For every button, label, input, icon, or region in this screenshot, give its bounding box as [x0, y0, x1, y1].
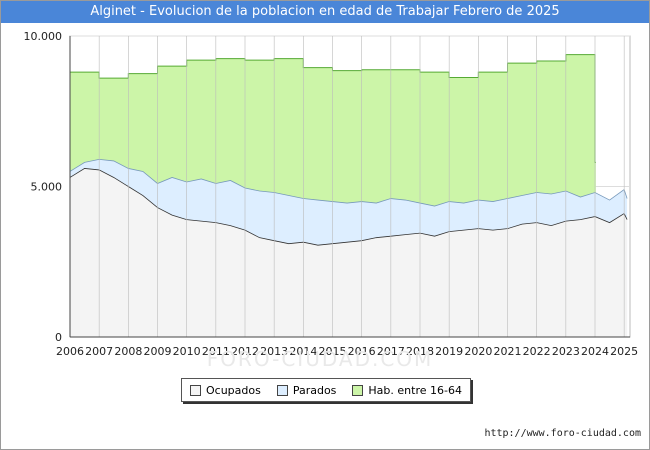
legend-swatch-ocupados	[189, 384, 201, 396]
x-tick-label: 2021	[494, 345, 522, 358]
legend-item-parados: Parados	[276, 383, 337, 397]
y-tick-label: 5.000	[31, 181, 63, 194]
x-tick-label: 2023	[552, 345, 580, 358]
x-tick-label: 2011	[202, 345, 230, 358]
line-parados	[69, 159, 628, 207]
x-tick-label: 2025	[610, 345, 638, 358]
y-tick-label: 10.000	[24, 30, 63, 43]
area-ocupados	[70, 168, 628, 337]
chart-title: Alginet - Evolucion de la poblacion en e…	[1, 1, 649, 23]
line-ocupados	[69, 168, 628, 246]
legend-item-hab: Hab. entre 16-64	[352, 384, 462, 397]
x-tick-label: 2006	[56, 345, 84, 358]
legend-swatch-hab	[352, 384, 364, 396]
legend-label-ocupados: Ocupados	[205, 383, 261, 397]
legend: Ocupados Parados Hab. entre 16-64	[181, 378, 471, 402]
watermark: FORO-CIUDAD.COM	[207, 347, 434, 371]
source-url[interactable]: http://www.foro-ciudad.com	[484, 428, 641, 439]
legend-label-parados: Parados	[292, 383, 337, 397]
legend-swatch-parados	[276, 384, 288, 396]
x-tick-label: 2016	[348, 345, 376, 358]
x-tick-label: 2022	[523, 345, 551, 358]
x-tick-label: 2020	[464, 345, 492, 358]
x-tick-label: 2009	[144, 345, 172, 358]
x-tick-label: 2012	[231, 345, 259, 358]
x-tick-label: 2018	[406, 345, 434, 358]
y-tick-label: 0	[55, 331, 62, 344]
x-tick-label: 2019	[435, 345, 463, 358]
x-tick-label: 2007	[85, 345, 113, 358]
x-tick-label: 2013	[260, 345, 288, 358]
legend-item-ocupados: Ocupados	[189, 383, 261, 397]
x-tick-label: 2010	[173, 345, 201, 358]
x-tick-label: 2008	[114, 345, 142, 358]
legend-label-hab: Hab. entre 16-64	[368, 383, 462, 397]
x-tick-label: 2014	[289, 345, 317, 358]
x-tick-label: 2017	[377, 345, 405, 358]
x-tick-label: 2024	[581, 345, 609, 358]
x-tick-label: 2015	[319, 345, 347, 358]
